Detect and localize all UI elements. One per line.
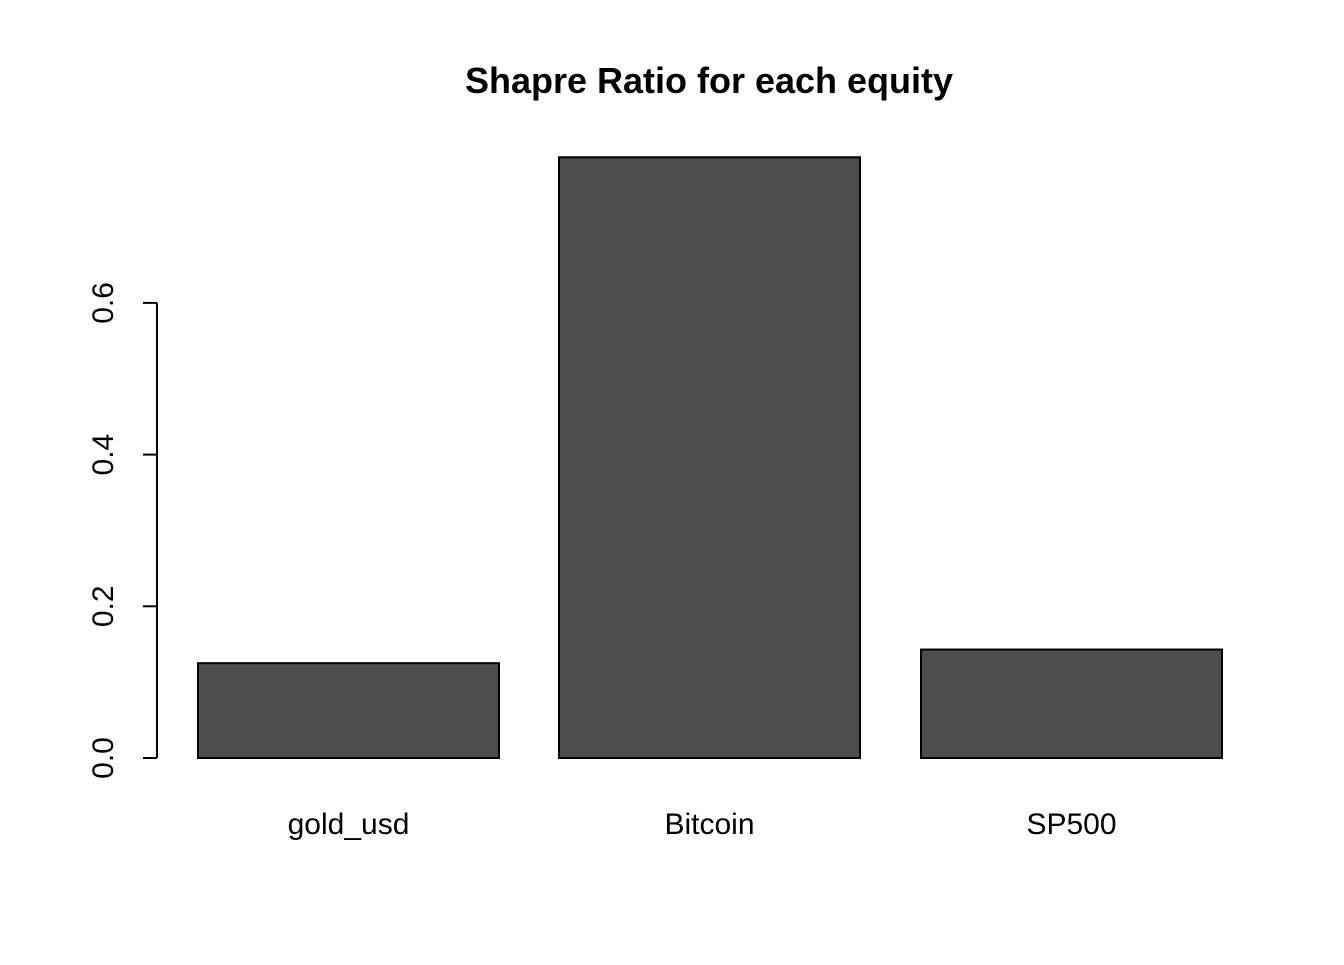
y-axis: 0.0 0.2 0.4 0.6 [87, 282, 158, 779]
y-tick-label: 0.0 [87, 737, 120, 779]
x-category-label: Bitcoin [664, 808, 754, 841]
x-category-label: gold_usd [288, 808, 410, 841]
y-tick-label: 0.4 [87, 434, 120, 476]
bar-gold-usd [197, 662, 500, 759]
bar-sp500 [920, 648, 1223, 759]
chart-title: Shapre Ratio for each equity [465, 60, 953, 101]
bars-layer [197, 156, 1223, 759]
y-tick-label: 0.6 [87, 282, 120, 324]
y-tick-label: 0.2 [87, 585, 120, 627]
x-category-label: SP500 [1026, 808, 1116, 841]
x-category-labels: gold_usd Bitcoin SP500 [288, 808, 1117, 841]
bar-bitcoin [558, 156, 861, 759]
